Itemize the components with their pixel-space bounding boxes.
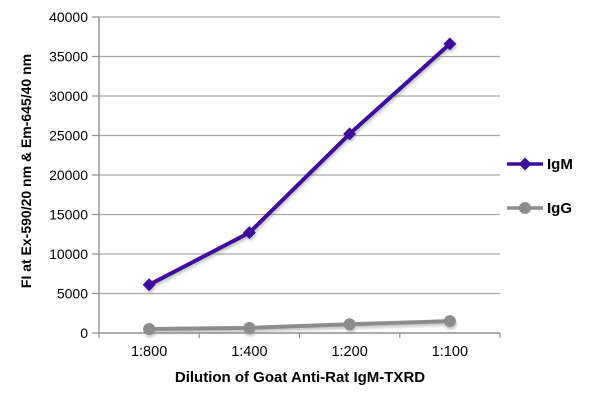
data-point-igg-0 [143, 323, 156, 336]
y-tick-label: 30000 [49, 88, 88, 104]
x-tick-label: 1:800 [131, 344, 167, 360]
x-tick-label: 1:400 [231, 344, 267, 360]
data-point-igg-1 [243, 321, 256, 334]
legend-item-igg: IgG [506, 197, 573, 219]
legend-label-igg: IgG [547, 199, 572, 217]
x-axis-title: Dilution of Goat Anti-Rat IgM-TXRD [174, 369, 426, 386]
series-line-igg [147, 319, 452, 332]
x-tick-label: 1:200 [331, 344, 367, 360]
series-igm [142, 37, 457, 292]
y-tick-label: 15000 [49, 207, 88, 223]
legend-label-igm: IgM [547, 155, 573, 173]
data-point-igg-2 [343, 318, 356, 331]
data-point-igm-0 [142, 278, 156, 292]
igg-series-marker-icon [507, 202, 543, 214]
y-tick-label: 10000 [49, 246, 88, 262]
y-tick-label: 0 [80, 325, 88, 341]
legend-item-igm: IgM [506, 153, 573, 175]
data-point-igm-2 [343, 127, 357, 141]
series-line-igm [147, 41, 452, 287]
legend: IgM IgG [506, 153, 573, 219]
data-point-igm-1 [242, 226, 256, 240]
y-tick-label: 5000 [57, 286, 88, 302]
series-igg [143, 315, 456, 336]
data-point-igg-3 [443, 315, 456, 328]
y-tick-label: 25000 [49, 128, 88, 144]
x-tick-label: 1:100 [432, 344, 468, 360]
data-point-igm-3 [443, 37, 457, 51]
y-tick-label: 40000 [49, 9, 88, 25]
y-tick-label: 35000 [49, 49, 88, 65]
igm-series-marker-icon [507, 157, 543, 171]
y-tick-label: 20000 [49, 167, 88, 183]
